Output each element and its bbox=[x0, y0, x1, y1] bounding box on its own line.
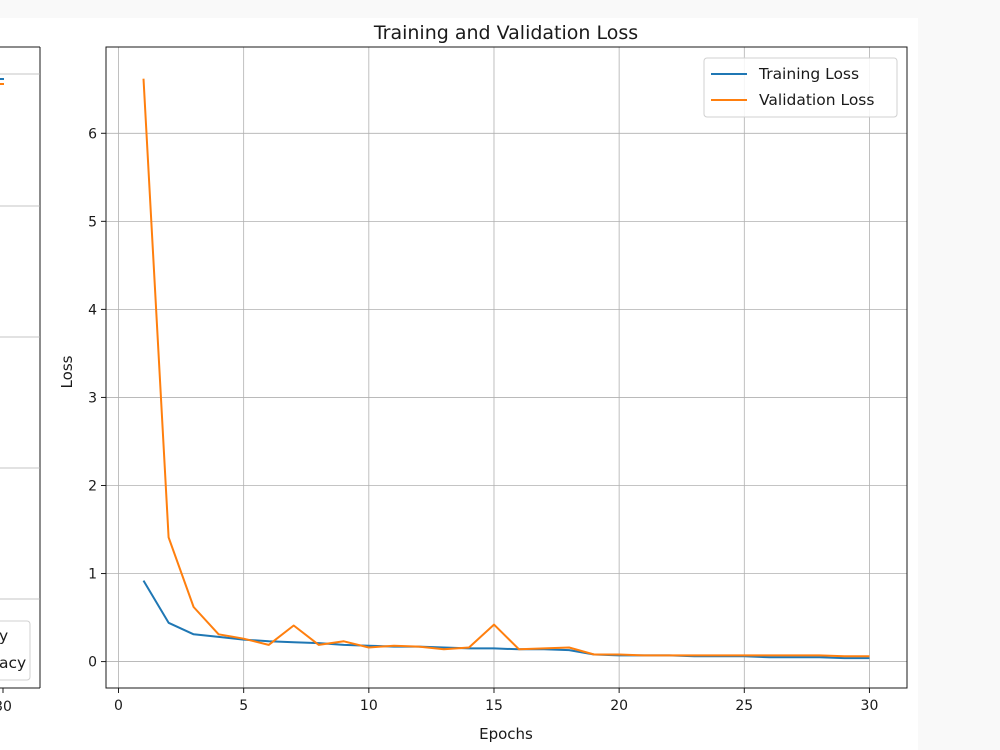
page-background bbox=[918, 0, 1000, 750]
left-gridlines bbox=[0, 73, 40, 600]
y-axis-label: Loss bbox=[58, 355, 76, 388]
x-axis-ticks: 0 5 10 15 20 25 30 bbox=[114, 688, 878, 714]
left-legend-fragment-2: acy bbox=[0, 654, 26, 672]
figure-canvas bbox=[0, 18, 918, 750]
left-legend-fragment-1: y bbox=[0, 627, 8, 645]
series-line-training-loss bbox=[142, 580, 870, 660]
series-line-validation-loss bbox=[142, 78, 870, 658]
x-tick-label: 20 bbox=[610, 698, 628, 714]
y-tick-label: 2 bbox=[88, 478, 97, 494]
x-axis-label: Epochs bbox=[479, 725, 533, 743]
legend: Training Loss Validation Loss bbox=[703, 57, 898, 118]
y-tick-label: 6 bbox=[88, 126, 97, 142]
y-tick-label: 5 bbox=[88, 214, 97, 230]
x-tick-label: 25 bbox=[735, 698, 753, 714]
chart-title: Training and Validation Loss bbox=[373, 22, 638, 44]
x-tick-label: 15 bbox=[485, 698, 503, 714]
legend-label-training-loss: Training Loss bbox=[758, 65, 859, 83]
series-lines bbox=[142, 78, 870, 660]
y-tick-label: 1 bbox=[88, 567, 97, 583]
legend-box bbox=[703, 57, 898, 118]
legend-label-validation-loss: Validation Loss bbox=[759, 91, 874, 109]
x-tick-label: 10 bbox=[360, 698, 378, 714]
left-x-tick-label: 30 bbox=[0, 699, 12, 715]
x-tick-label: 5 bbox=[239, 698, 248, 714]
y-tick-label: 4 bbox=[88, 302, 97, 318]
y-tick-label: 0 bbox=[88, 655, 97, 671]
left-subplot-fragment: y acy 30 bbox=[0, 46, 41, 715]
left-legend-box bbox=[0, 620, 31, 681]
gridlines bbox=[106, 47, 907, 688]
y-tick-label: 3 bbox=[88, 390, 97, 406]
x-tick-label: 0 bbox=[114, 698, 123, 714]
x-tick-label: 30 bbox=[861, 698, 879, 714]
y-axis-ticks: 0 1 2 3 4 5 6 bbox=[88, 126, 106, 671]
axes-frame bbox=[105, 46, 908, 689]
